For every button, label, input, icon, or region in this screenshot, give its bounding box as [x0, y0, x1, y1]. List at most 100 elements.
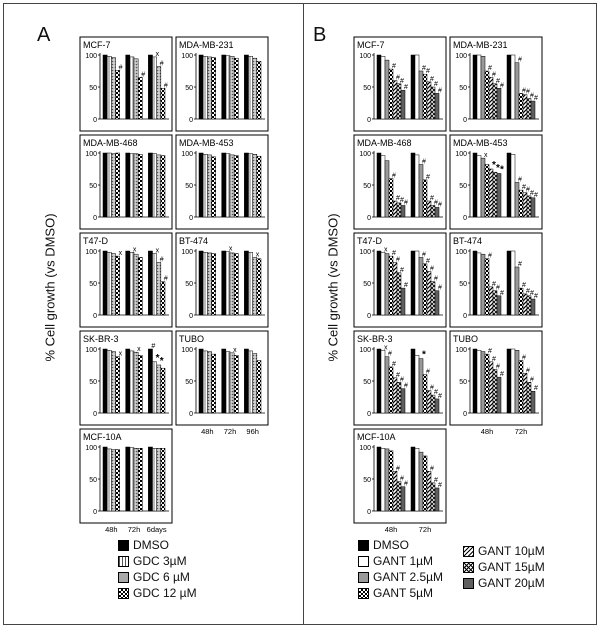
bar-gant-2-5-m-72h	[418, 257, 424, 316]
bar-gdc-12-m-48h	[115, 152, 120, 218]
y-tick-label: 50	[459, 379, 467, 386]
bar-gant-5-m-48h	[388, 178, 394, 218]
bar-gdc-6-m-48h	[207, 56, 212, 120]
bar-gant-15-m-48h	[396, 202, 402, 218]
bar-gant-1-m-72h	[414, 355, 420, 414]
bar-gant-2-5-m-72h	[514, 182, 520, 218]
significance-mark: #	[400, 197, 404, 204]
significance-mark: #	[430, 76, 434, 83]
bar-dmso-72h	[221, 152, 227, 218]
bar-gdc-12-m-72h	[137, 77, 143, 120]
bar-gant-20-m-48h	[400, 486, 406, 512]
y-tick-label: 100	[181, 249, 193, 256]
bar-dmso-96h	[244, 250, 249, 316]
bar-gant-5-m-72h	[422, 455, 428, 512]
subplot-title: MCF-10A	[83, 432, 122, 442]
bar-dmso-48h	[472, 250, 478, 316]
legend-swatch-white	[358, 555, 369, 567]
bar-gdc-12-m-6days	[160, 367, 166, 414]
significance-mark: #	[119, 64, 123, 71]
bar-gdc-6-m-72h	[229, 252, 235, 316]
bar-gdc-3-m-6days	[152, 361, 157, 414]
significance-mark: #	[396, 75, 400, 82]
bar-gdc-6-m-72h	[133, 153, 139, 218]
legend-label: GDC 6 µM	[133, 570, 190, 584]
x-category-label: 6days	[147, 525, 167, 534]
significance-mark: #	[396, 195, 400, 202]
significance-mark: #	[400, 476, 404, 483]
y-tick-label: 0	[93, 509, 97, 516]
bar-dmso-72h	[506, 152, 512, 218]
significance-mark: #	[492, 356, 496, 363]
subplot-title: MCF-7	[83, 40, 111, 50]
subplot-title: TUBO	[179, 334, 204, 344]
significance-mark: #	[534, 385, 538, 392]
bar-dmso-48h	[102, 152, 108, 218]
significance-mark: #	[400, 78, 404, 85]
legend-label: DMSO	[133, 538, 169, 552]
bar-gant-15-m-48h	[492, 290, 498, 316]
bar-gdc-6-m-6days	[156, 154, 162, 218]
y-tick-label: 0	[189, 117, 193, 124]
y-tick-label: 50	[363, 183, 371, 190]
y-tick-label: 100	[85, 53, 97, 60]
significance-mark: #	[438, 482, 442, 489]
bar-dmso-48h	[102, 250, 108, 316]
bar-gant-10-m-48h	[392, 471, 398, 512]
subplot-title: T47-D	[357, 236, 383, 246]
significance-mark: #	[434, 389, 438, 396]
bar-gant-1-m-72h	[510, 250, 516, 316]
bar-dmso-6days	[148, 348, 153, 414]
bar-gant-1-m-72h	[414, 154, 420, 218]
y-tick-label: 50	[89, 477, 97, 484]
bar-gdc-6-m-72h	[229, 352, 235, 414]
legend-b-col1: DMSO GANT 1µM GANT 2.5µM GANT 5µM	[358, 537, 443, 601]
bar-gant-1-m-72h	[414, 250, 420, 316]
bar-gant-20-m-48h	[496, 295, 502, 316]
significance-mark: x	[233, 347, 237, 354]
significance-mark: #	[488, 348, 492, 355]
bar-gant-2-5-m-72h	[514, 350, 520, 414]
bar-gant-1-m-48h	[476, 155, 482, 218]
significance-mark: #	[526, 367, 530, 374]
significance-mark: #	[522, 355, 526, 362]
bar-gant-1-m-48h	[476, 350, 482, 414]
bar-gdc-12-m-72h	[137, 154, 143, 218]
significance-mark: #	[500, 290, 504, 297]
bar-gant-20-m-48h	[400, 388, 406, 414]
bar-gant-20-m-72h	[434, 207, 440, 218]
bar-gdc-3-m-48h	[106, 350, 112, 414]
significance-mark: #	[530, 290, 534, 297]
bar-gdc-12-m-6days	[160, 155, 166, 218]
significance-mark: #	[430, 385, 434, 392]
legend-item: GDC 12 µM	[118, 585, 197, 601]
y-tick-label: 100	[455, 347, 467, 354]
bar-dmso-48h	[102, 446, 108, 512]
significance-mark: *	[496, 163, 500, 174]
bar-gdc-6-m-48h	[111, 449, 116, 512]
y-tick-label: 50	[185, 85, 193, 92]
bar-gant-10-m-72h	[426, 471, 432, 512]
significance-mark: #	[488, 65, 492, 72]
bar-gant-2-5-m-48h	[384, 160, 390, 218]
y-tick-label: 100	[359, 445, 371, 452]
y-tick-label: 100	[181, 151, 193, 158]
bar-gdc-6-m-48h	[111, 351, 116, 414]
significance-mark: x	[229, 246, 233, 253]
y-tick-label: 50	[89, 85, 97, 92]
bar-gdc-12-m-96h	[256, 360, 262, 414]
y-tick-label: 100	[359, 249, 371, 256]
bar-gant-2-5-m-48h	[480, 56, 486, 120]
legend-swatch-darkgray	[463, 577, 474, 589]
bar-dmso-6days	[148, 446, 153, 512]
significance-mark: #	[396, 372, 400, 379]
bar-dmso-48h	[102, 54, 108, 120]
significance-mark: #	[530, 190, 534, 197]
significance-mark: #	[534, 95, 538, 102]
bar-gant-10-m-48h	[488, 168, 494, 218]
bar-gant-2-5-m-48h	[480, 157, 486, 218]
bar-gant-1-m-72h	[414, 448, 420, 512]
